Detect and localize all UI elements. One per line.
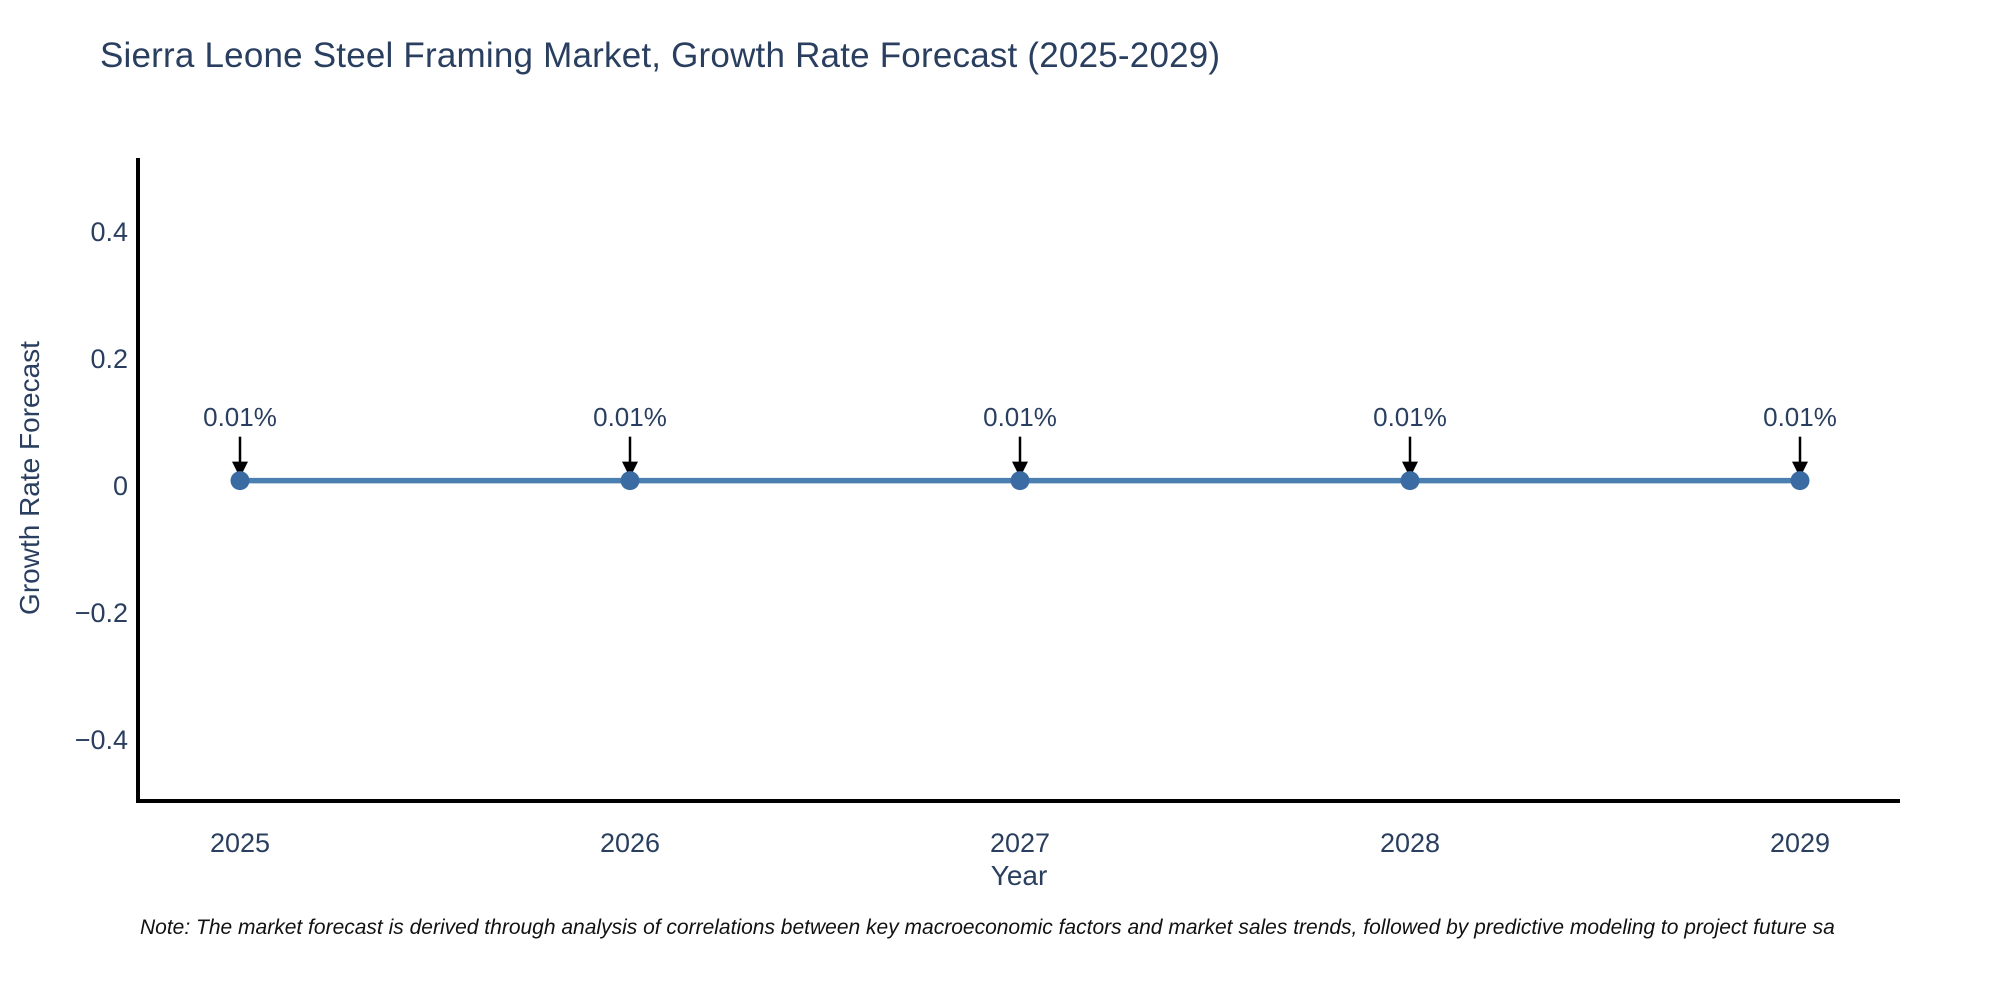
annotation-arrowhead xyxy=(622,461,638,478)
annotation-arrowhead xyxy=(1402,461,1418,478)
footnote: Note: The market forecast is derived thr… xyxy=(140,916,1835,939)
x-tick-label: 2025 xyxy=(209,828,271,858)
data-point-marker xyxy=(620,471,640,491)
x-tick-label: 2026 xyxy=(599,828,661,858)
data-point-marker xyxy=(230,471,250,491)
data-point-label: 0.01% xyxy=(1763,402,1837,432)
annotation-arrowhead xyxy=(1012,461,1028,478)
annotation-arrowhead xyxy=(1792,461,1808,478)
data-point-marker xyxy=(1400,471,1420,491)
data-point-label: 0.01% xyxy=(1373,402,1447,432)
x-axis-title: Year xyxy=(990,860,1048,891)
y-tick-label: 0 xyxy=(112,471,128,501)
y-tick-label: 0.2 xyxy=(90,344,128,374)
data-point-marker xyxy=(1010,471,1030,491)
y-tick-label: −0.4 xyxy=(74,725,128,755)
data-point-label: 0.01% xyxy=(593,402,667,432)
x-tick-label: 2028 xyxy=(1379,828,1441,858)
x-tick-label: 2027 xyxy=(989,828,1051,858)
y-tick-label: −0.2 xyxy=(74,598,128,628)
y-tick-label: 0.4 xyxy=(90,217,128,247)
chart-title: Sierra Leone Steel Framing Market, Growt… xyxy=(100,36,1221,75)
annotation-arrowhead xyxy=(232,461,248,478)
data-point-marker xyxy=(1790,471,1810,491)
x-tick-label: 2029 xyxy=(1769,828,1831,858)
data-point-label: 0.01% xyxy=(983,402,1057,432)
data-point-label: 0.01% xyxy=(203,402,277,432)
